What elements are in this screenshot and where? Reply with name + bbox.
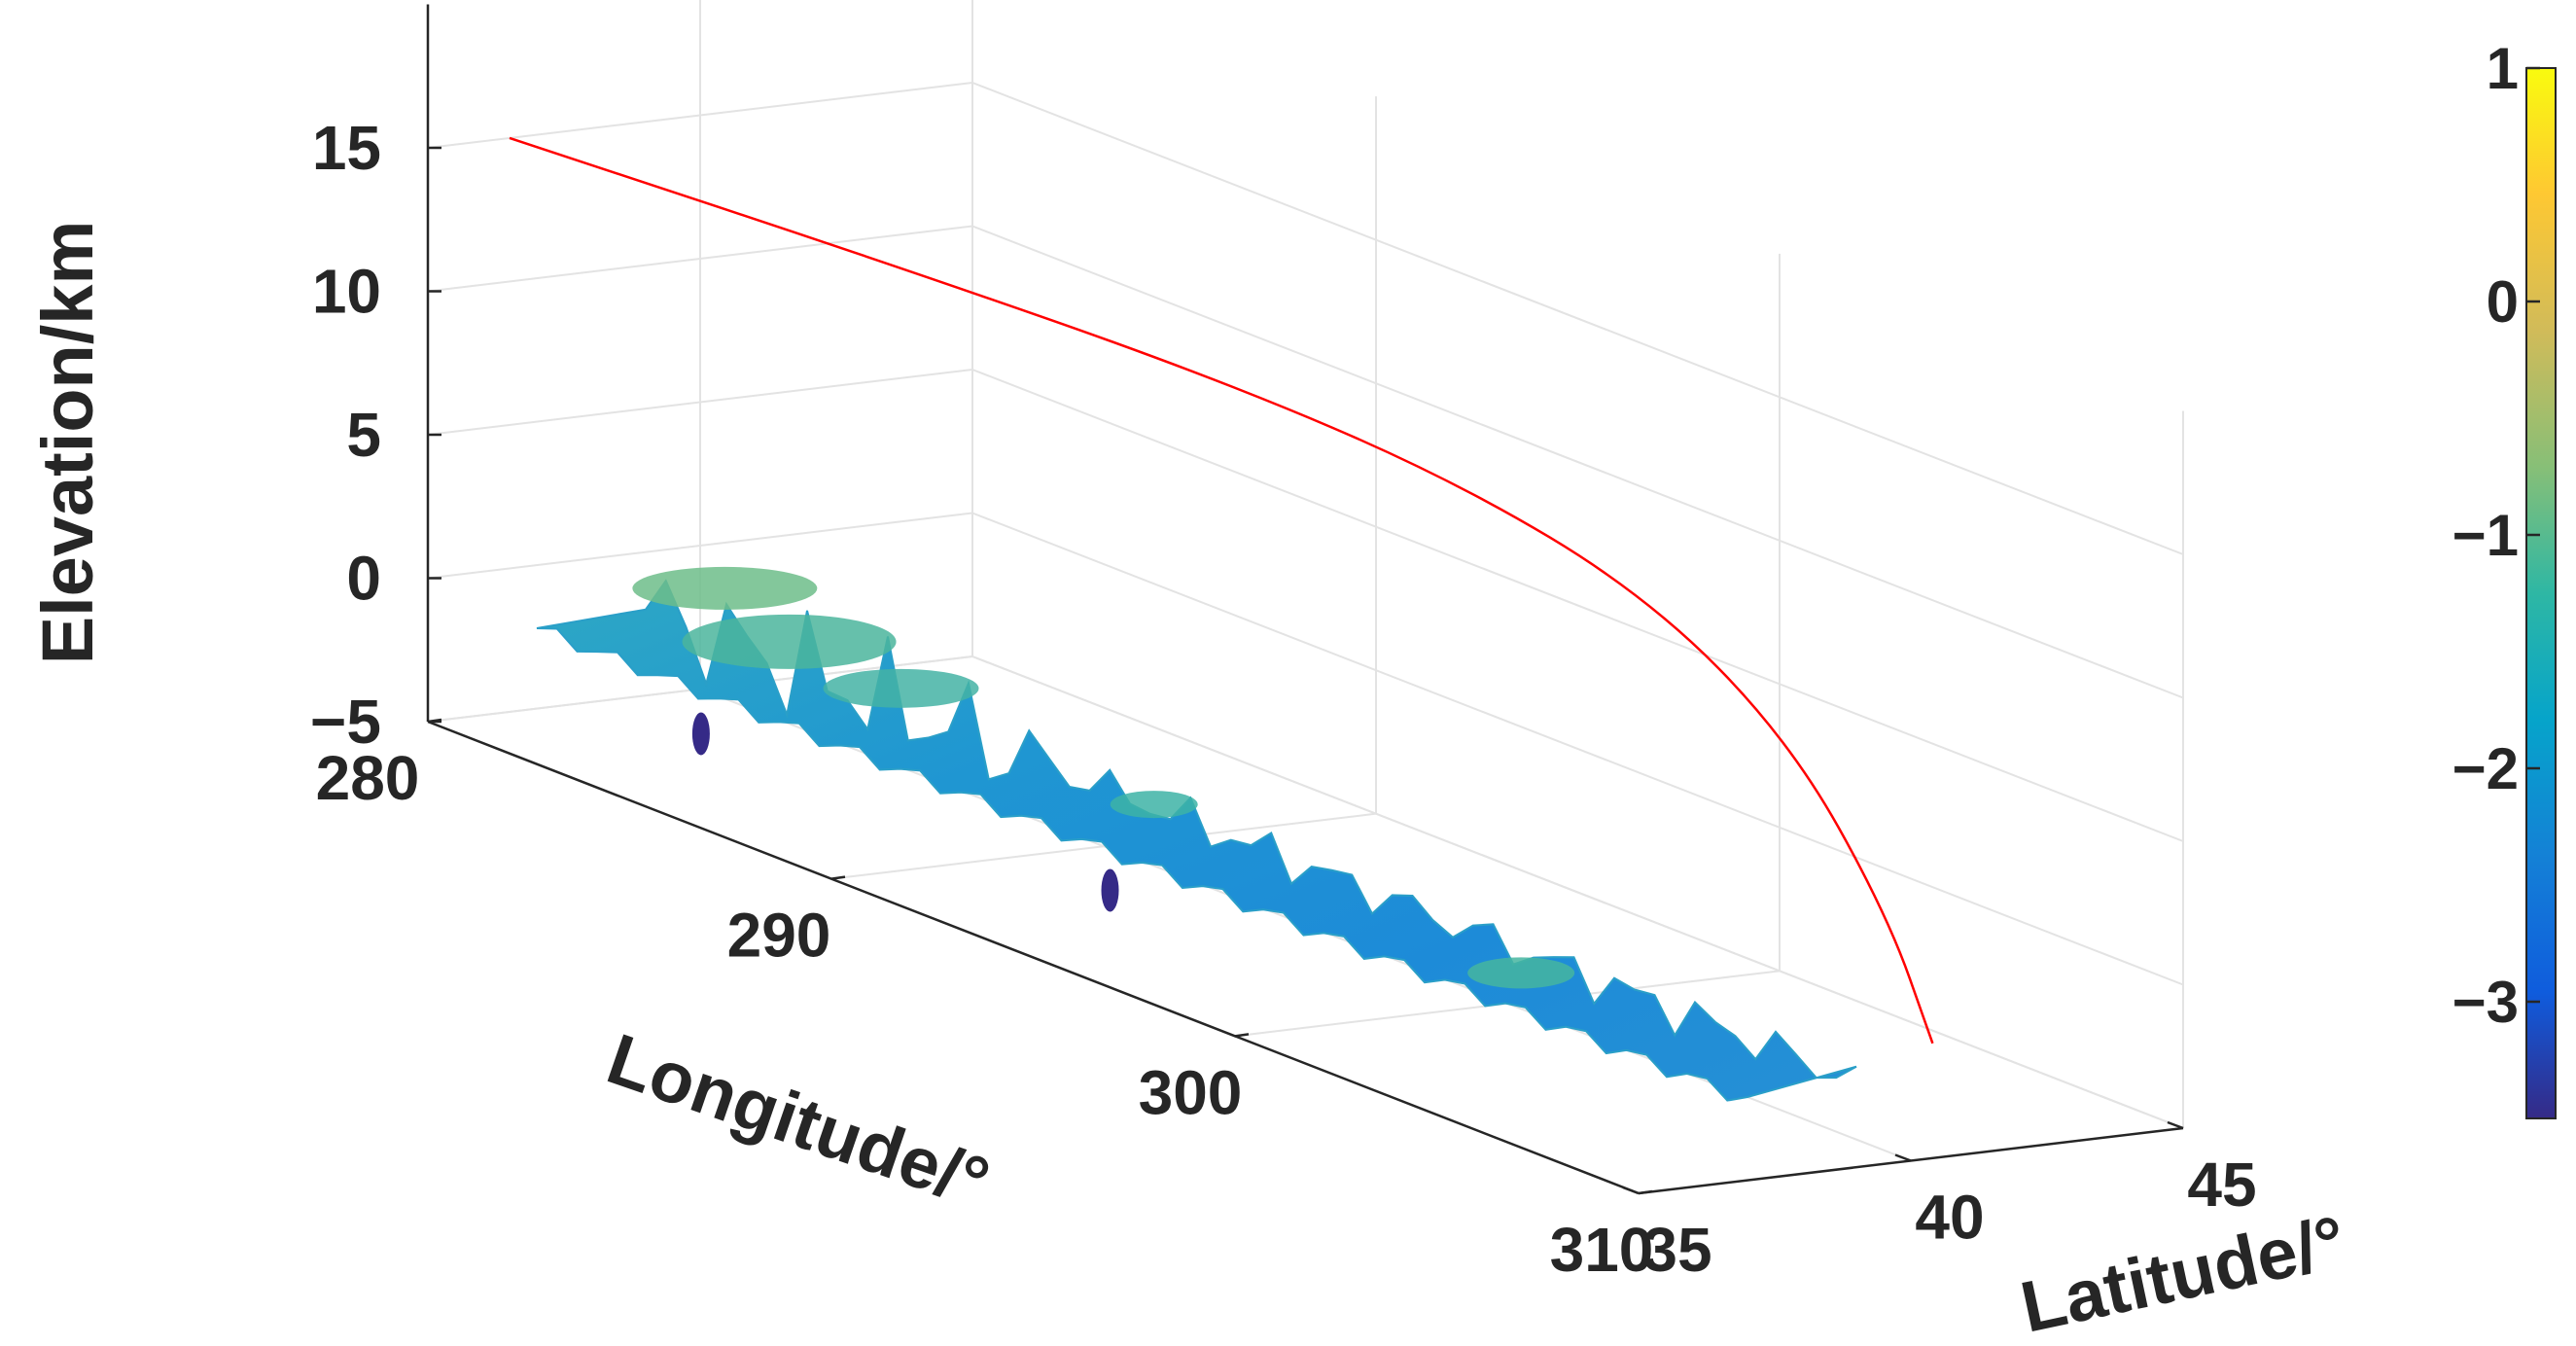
- colorbar-bar: [2525, 67, 2557, 1119]
- terrain-highland: [1110, 791, 1198, 819]
- grid-line: [971, 512, 2184, 986]
- x-tick-label: 290: [727, 901, 831, 971]
- terrain-highland: [823, 668, 979, 708]
- terrain-trench: [1101, 868, 1119, 912]
- grid-line: [427, 225, 973, 293]
- y-axis-label: Latitude/°: [2014, 1200, 2352, 1346]
- terrain-trench: [691, 712, 710, 756]
- y-tick-label: 35: [1642, 1215, 1711, 1285]
- colorbar-tick-label: −2: [2452, 736, 2519, 801]
- y-tick-mark: [1622, 1186, 1640, 1195]
- elevation-surface: [536, 566, 1857, 1102]
- z-tick-label: −5: [310, 687, 381, 757]
- y-tick-mark: [1894, 1153, 1912, 1162]
- y-tick-label: 40: [1915, 1183, 1984, 1253]
- grid-line: [427, 512, 973, 580]
- x-tick-mark: [1234, 1033, 1250, 1038]
- grid-line: [971, 369, 2184, 842]
- x-axis-label: Longitude/°: [598, 1018, 1000, 1223]
- x-tick-label: 300: [1139, 1057, 1243, 1127]
- x-tick-mark: [830, 875, 846, 880]
- colorbar-tick-label: 1: [2487, 36, 2519, 101]
- trajectory-line: [509, 136, 1934, 1045]
- z-tick-label: 15: [312, 113, 381, 183]
- colorbar-tick-label: 0: [2487, 269, 2519, 335]
- terrain-highland: [632, 566, 818, 610]
- z-tick-label: 10: [312, 257, 381, 327]
- z-tick-label: 5: [346, 400, 381, 470]
- axes-lines: [426, 4, 2184, 1195]
- z-axis-label: Elevation/km: [27, 221, 108, 665]
- z-tick-label: 0: [346, 544, 381, 614]
- x-axis-line: [427, 720, 1640, 1195]
- grid-line: [971, 655, 2184, 1129]
- colorbar-tick-label: −1: [2452, 503, 2519, 568]
- grid-line: [427, 369, 973, 436]
- grid-line: [427, 82, 973, 149]
- colorbar: 1 0 −1 −2 −3: [2452, 36, 2557, 1119]
- y-tick-label: 45: [2187, 1150, 2256, 1220]
- grid-line: [971, 225, 2184, 699]
- x-tick-mark: [1638, 1189, 1653, 1195]
- x-tick-label: 310: [1550, 1215, 1654, 1285]
- x-tick-label: 280: [316, 743, 420, 813]
- y-tick-mark: [2167, 1120, 2184, 1130]
- terrain-highland: [682, 614, 897, 669]
- trajectory-path: [509, 136, 1934, 1045]
- terrain-highland: [1467, 957, 1575, 989]
- colorbar-tick-label: −3: [2452, 970, 2519, 1035]
- grid-line: [971, 82, 2184, 555]
